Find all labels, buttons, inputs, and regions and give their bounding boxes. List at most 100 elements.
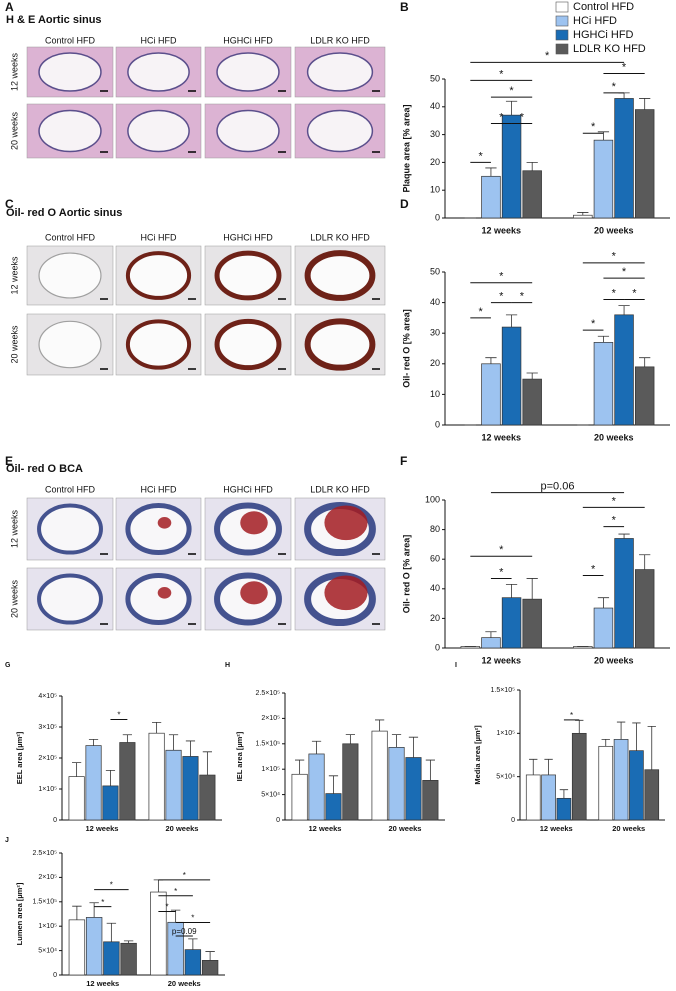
error-bar [170,909,181,923]
vessel-wall [304,250,376,301]
x-tick-label: 20 weeks [612,824,645,833]
y-tick-label: 40 [430,297,440,307]
y-tick-label: 1×10⁵ [496,730,515,737]
bar [371,730,388,821]
error-bar [72,762,82,777]
error-bar [618,305,630,315]
bar [68,776,85,821]
significance-label: * [591,318,596,330]
bar [119,742,136,821]
error-bar [597,335,610,343]
error-bar [639,554,651,570]
panel-letter: I [455,662,457,669]
error-bar [577,212,589,216]
y-tick-label: 2×10⁵ [38,874,57,881]
legend-label: HCi HFD [573,15,617,27]
error-bar [618,533,630,539]
y-tick-label: 80 [430,524,440,534]
panel-title: Oil- red O BCA [6,463,83,475]
column-label: HCi HFD [141,484,177,494]
panel-letter: G [5,662,11,669]
panel-letter: H [225,662,230,669]
y-tick-label: 4×10⁵ [38,693,57,700]
significance-label: * [520,111,525,123]
column-label: LDLR KO HFD [310,232,370,242]
error-bar [185,740,196,757]
bar [308,753,325,821]
chart: H IEL area [µm²] 0 5×10⁴ 1×10⁵ 1.5×10⁵ 2×10⁵ 2.… [225,662,445,833]
error-bar [526,578,538,600]
significance-label: * [183,871,186,880]
significance-label: * [622,266,627,278]
vessel-wall [216,52,280,92]
bar [199,774,216,821]
bar [541,774,556,821]
significance-label: * [632,287,637,299]
error-bar [601,739,610,747]
y-tick-label: 0 [435,419,440,429]
column-label: HGHCi HFD [223,35,273,45]
bar [629,750,644,821]
vessel-wall [304,318,376,371]
error-bar [485,631,497,638]
error-bar [153,879,164,893]
column-label: HCi HFD [141,35,177,45]
bar [501,114,522,219]
bar [614,98,634,219]
bar [291,773,308,821]
significance-label: * [612,495,617,507]
error-bar [106,922,117,942]
column-label: Control HFD [45,35,96,45]
error-bar [105,770,116,786]
y-tick-label: 0 [511,817,515,824]
error-bar [544,758,553,775]
panel-letter: B [400,0,409,14]
significance-label: * [499,271,504,283]
vessel-wall [37,573,103,625]
chart: F Oil- red O [% area] 0 20 40 60 80 100 12 weeks… [400,454,670,665]
row-label: 20 weeks [9,579,19,618]
x-tick-label: 20 weeks [389,824,422,833]
significance-label: * [174,887,177,896]
error-bar [152,721,162,734]
error-bar [168,734,179,751]
y-tick-label: 0 [435,212,440,222]
y-tick-label: 40 [430,583,440,593]
bar [501,326,522,426]
y-tick-label: 5×10⁴ [261,791,280,798]
significance-label: * [110,881,113,890]
y-tick-label: 1×10⁵ [38,923,57,930]
error-bar [559,789,569,799]
vessel-wall [38,109,102,153]
error-bar [88,739,99,746]
x-tick-label: 20 weeks [594,225,634,235]
error-bar [632,722,641,751]
y-axis-label: Plaque area [% area] [401,104,411,192]
chart: G EEL area [µm²] 0 1×10⁵ 2×10⁵ 3×10⁵ 4×10⁵ 12 w… [5,662,222,833]
error-bar [188,938,198,950]
legend-swatch [555,29,569,41]
significance-label: * [612,287,617,299]
panel-title: H & E Aortic sinus [6,14,102,26]
plaque [157,517,172,529]
plaque [324,505,368,541]
error-bar [328,775,339,794]
bar [501,597,522,649]
column-label: LDLR KO HFD [310,35,370,45]
panel-title: Oil- red O Aortic sinus [6,207,122,219]
y-axis-label: Media area [µm²] [473,725,482,785]
significance-label: * [499,291,504,303]
y-axis-label: EEL area [µm²] [15,731,24,784]
column-label: Control HFD [45,232,96,242]
bar [613,739,629,821]
error-bar [597,597,610,609]
significance-label: p=0.06 [541,481,575,493]
bar [481,175,501,219]
error-bar [122,734,132,743]
significance-label: * [499,111,504,123]
significance-label: * [612,515,617,527]
significance-label: * [499,68,504,80]
bar [165,749,182,821]
vessel-wall [127,52,190,92]
y-tick-label: 2.5×10⁵ [32,850,57,857]
